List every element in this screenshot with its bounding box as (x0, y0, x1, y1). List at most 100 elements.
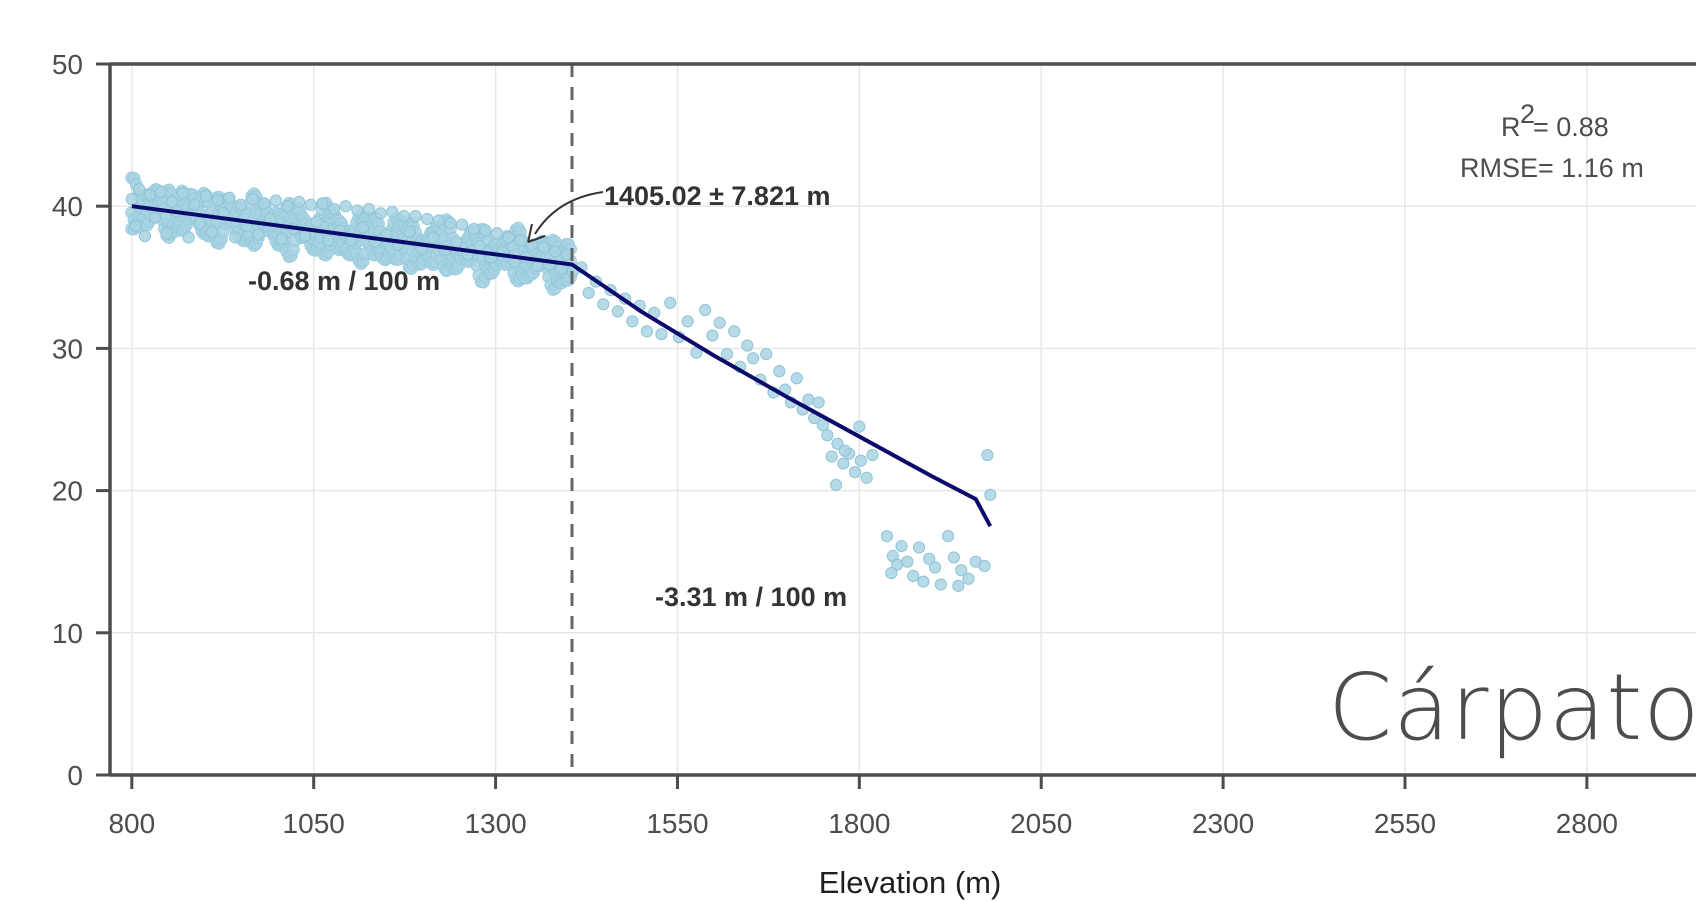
y-tick-label: 0 (67, 760, 83, 791)
r2-value: = 0.88 (1533, 112, 1609, 142)
scatter-point (741, 339, 754, 352)
r2-label: R (1501, 112, 1521, 142)
scatter-point (456, 218, 469, 231)
scatter-point (143, 188, 157, 201)
y-tick-label: 10 (52, 618, 83, 649)
scatter-point (597, 298, 610, 311)
scatter-point (467, 222, 480, 236)
x-tick-label: 1800 (828, 808, 890, 839)
scatter-point (901, 555, 914, 568)
scatter-point (362, 202, 376, 216)
x-tick-label: 2050 (1010, 808, 1072, 839)
scatter-point (912, 541, 926, 554)
scatter-point (955, 564, 968, 577)
y-tick-label: 40 (52, 191, 83, 222)
scatter-point (549, 245, 562, 258)
scatter-point (537, 241, 550, 254)
right-slope-label: -3.31 m / 100 m (655, 582, 847, 612)
left-slope-label: -0.68 m / 100 m (248, 266, 440, 296)
scatter-point (149, 211, 162, 224)
region-watermark: Cárpatos (1328, 654, 1696, 761)
scatter-point (304, 198, 317, 211)
scatter-point (728, 325, 741, 338)
scatter-point (269, 194, 282, 207)
scatter-point (829, 478, 843, 492)
scatter-point (160, 227, 173, 240)
scatter-point (293, 195, 306, 209)
scatter-point (409, 210, 422, 223)
scatter-point (234, 198, 248, 211)
scatter-point (281, 200, 294, 213)
y-tick-label: 50 (52, 49, 83, 80)
scatter-point (681, 315, 694, 328)
scatter-point (713, 316, 726, 329)
scatter-point (397, 210, 411, 223)
scatter-point (962, 572, 975, 585)
scatter-point (316, 197, 329, 210)
scatter-point (229, 231, 242, 244)
y-tick-label: 30 (52, 333, 83, 364)
scatter-point (176, 187, 189, 200)
scatter-point (947, 551, 961, 564)
scatter-point (760, 347, 773, 361)
tick-labels: 800 1050 1300 1550 1800 2050 2300 2550 280001020… (52, 49, 1618, 839)
scatter-point (125, 192, 138, 206)
scatter-point (880, 530, 894, 543)
scatter-point (154, 185, 168, 199)
fit-lines (131, 64, 993, 775)
scatter-point (821, 429, 834, 442)
scatter-point (866, 448, 879, 462)
scatter-point (182, 231, 195, 244)
scatter-point (923, 552, 936, 565)
scatter-point (188, 198, 201, 211)
scatter-point (942, 530, 955, 543)
axes-layer (96, 62, 1696, 789)
breakpoint-arrow (534, 191, 604, 235)
x-tick-label: 2550 (1374, 808, 1436, 839)
scatter-point (978, 559, 991, 573)
scatter-point (928, 561, 942, 574)
scatter-point (386, 205, 399, 218)
scatter-point (837, 457, 850, 470)
scatter-point (640, 325, 654, 338)
scatter-point (860, 471, 873, 484)
scatter-point (854, 454, 867, 467)
scatter-point (853, 420, 866, 433)
scatter-point (275, 232, 288, 246)
scatter-point (199, 190, 213, 203)
breakpoint-annotation: 1405.02 ± 7.821 m (604, 181, 831, 211)
scatter-point (432, 214, 445, 227)
scatter-point (502, 231, 515, 244)
scatter-point (790, 372, 803, 385)
scatter-point (205, 225, 218, 238)
scatter-point (514, 234, 527, 247)
scatter-point (917, 575, 930, 588)
scatter-point (403, 225, 416, 238)
scatter-point (981, 448, 994, 462)
scatter-point (885, 566, 898, 580)
scatter-point (165, 195, 178, 209)
scatter-point (211, 194, 224, 207)
scatter-point (895, 539, 908, 553)
scatter-point (298, 229, 312, 243)
breakpoint-arrowhead (527, 223, 546, 243)
scatter-point (258, 197, 271, 210)
scatter-point (655, 328, 668, 341)
scatter-point (812, 396, 825, 409)
scatter-point (138, 229, 152, 243)
scatter-point (984, 488, 997, 501)
scatter-point (699, 303, 712, 317)
scatter-point (357, 221, 370, 234)
scatter-point (129, 220, 142, 233)
scatter-point (450, 235, 463, 248)
scatter-point (831, 437, 844, 450)
scatter-point (252, 228, 265, 241)
scatter-point (706, 329, 719, 342)
scatter-points (125, 171, 997, 592)
scatter-point (246, 192, 259, 206)
scatter-point (720, 347, 734, 361)
scatter-point (825, 450, 838, 463)
x-tick-label: 2800 (1556, 808, 1618, 839)
scatter-point (322, 234, 335, 247)
